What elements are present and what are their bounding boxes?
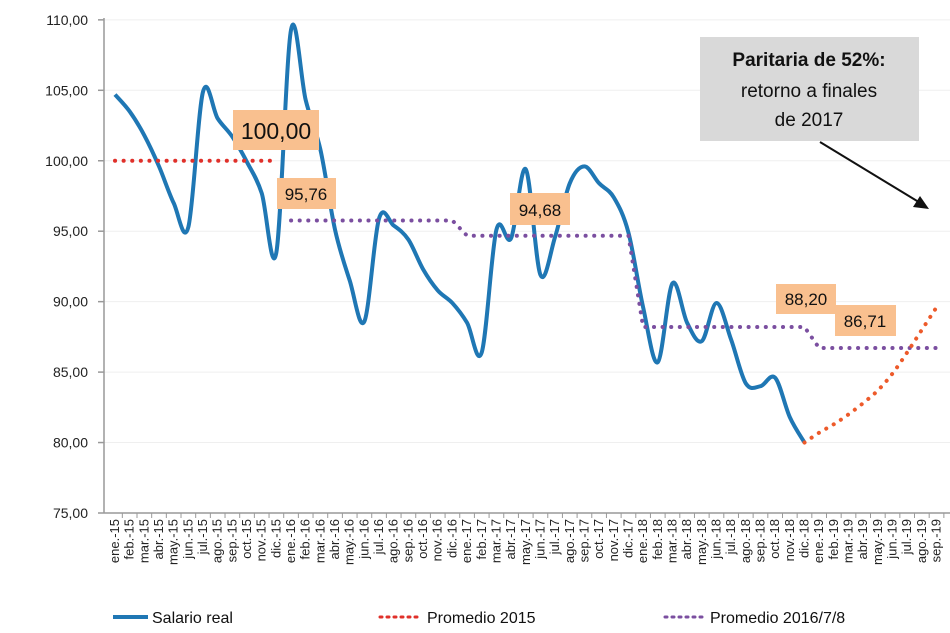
data-label-95-76: 95,76	[277, 178, 336, 209]
x-tick-label: oct.-17	[591, 519, 606, 559]
x-tick-label: mar.-17	[488, 519, 503, 563]
x-tick-label: ago.-19	[914, 519, 929, 563]
data-label-88-20: 88,20	[776, 284, 836, 314]
series-line-salario-real	[113, 22, 807, 444]
y-tick-label: 75,00	[53, 505, 88, 521]
annotation-line: de 2017	[775, 110, 844, 131]
annotation-box: Paritaria de 52%: retorno a finales de 2…	[700, 37, 919, 141]
series-group	[113, 22, 939, 445]
data-label-text: 94,68	[519, 201, 562, 220]
annotation-line: retorno a finales	[741, 81, 877, 102]
x-tick-label: ene.-16	[283, 519, 298, 563]
x-tick-label: jun.-15	[180, 519, 195, 560]
x-tick-label: ene.-17	[459, 519, 474, 563]
x-tick-label: ago.-15	[210, 519, 225, 563]
data-label-text: 86,71	[844, 312, 887, 331]
x-tick-label: mar.-16	[312, 519, 327, 563]
x-tick-label: sep.-19	[929, 519, 944, 562]
y-axis: 75,00 80,00 85,00 90,00 95,00 100,00 105,00 110…	[45, 12, 105, 521]
x-tick-label: feb.-17	[474, 519, 489, 559]
x-tick-label: sep.-16	[400, 519, 415, 562]
x-tick-label: nov.-16	[430, 519, 445, 561]
x-tick-label: mar.-18	[664, 519, 679, 563]
x-tick-label: jul.-18	[723, 519, 738, 555]
x-tick-label: jun.-17	[532, 519, 547, 560]
x-tick-label: dic.-16	[444, 519, 459, 558]
x-tick-label: mar.-15	[136, 519, 151, 563]
y-tick-label: 105,00	[45, 82, 88, 98]
x-tick-label: nov.-18	[782, 519, 797, 561]
legend-item-promedio-2016-7-8: Promedio 2016/7/8	[663, 610, 845, 627]
x-tick-label: ago.-16	[386, 519, 401, 563]
legend-label: Promedio 2015	[427, 610, 536, 627]
x-tick-label: feb.-19	[826, 519, 841, 559]
y-tick-label: 90,00	[53, 294, 88, 310]
x-tick-label: ene.-15	[107, 519, 122, 563]
x-tick-label: ene.-19	[811, 519, 826, 563]
x-tick-label: jul.-17	[547, 519, 562, 555]
y-tick-label: 80,00	[53, 435, 88, 451]
x-tick-label: oct.-15	[239, 519, 254, 559]
data-label-86-71: 86,71	[835, 305, 896, 336]
x-tick-label: jul.-15	[195, 519, 210, 555]
x-tick-label: nov.-17	[606, 519, 621, 561]
x-tick-label: sep.-15	[224, 519, 239, 562]
x-tick-label: may.-16	[342, 519, 357, 565]
x-axis: ene.-15 feb.-15 mar.-15 abr.-15 may.-15 jun.-…	[104, 512, 950, 565]
legend-label: Promedio 2016/7/8	[710, 610, 845, 627]
x-tick-label: jul.-16	[371, 519, 386, 555]
x-tick-label: abr.-18	[679, 519, 694, 559]
legend: Salario real Promedio 2015 Promedio 2016…	[113, 610, 845, 627]
legend-label: Salario real	[152, 610, 233, 627]
data-label-text: 95,76	[285, 185, 328, 204]
x-tick-label: abr.-16	[327, 519, 342, 559]
legend-item-promedio-2015: Promedio 2015	[378, 610, 536, 627]
x-tick-label: abr.-15	[151, 519, 166, 559]
x-tick-label: abr.-17	[503, 519, 518, 559]
data-label-100: 100,00	[233, 110, 319, 150]
x-tick-label: sep.-18	[752, 519, 767, 562]
x-tick-label: oct.-18	[767, 519, 782, 559]
y-tick-label: 110,00	[46, 12, 88, 28]
x-tick-label: jul.-19	[899, 519, 914, 555]
x-tick-label: jun.-18	[708, 519, 723, 560]
x-tick-label: abr.-19	[855, 519, 870, 559]
x-tick-label: jun.-16	[356, 519, 371, 560]
x-tick-label: dic.-17	[620, 519, 635, 558]
legend-item-salario-real: Salario real	[113, 610, 233, 627]
x-tick-label: ago.-18	[738, 519, 753, 563]
x-tick-label: ene.-18	[635, 519, 650, 563]
data-label-text: 88,20	[785, 290, 828, 309]
x-tick-label: feb.-16	[298, 519, 313, 559]
x-tick-label: mar.-19	[841, 519, 856, 563]
x-tick-label: feb.-15	[122, 519, 137, 559]
x-tick-label: may.-18	[694, 519, 709, 565]
data-label-94-68: 94,68	[510, 193, 570, 225]
annotation-arrow	[819, 141, 929, 209]
x-tick-label: feb.-18	[650, 519, 665, 559]
annotation-title: Paritaria de 52%:	[732, 50, 885, 71]
x-tick-label: jun.-19	[885, 519, 900, 560]
x-tick-label: ago.-17	[562, 519, 577, 563]
y-tick-label: 95,00	[53, 223, 88, 239]
x-tick-label: nov.-15	[254, 519, 269, 561]
x-tick-label: dic.-15	[268, 519, 283, 558]
y-tick-label: 85,00	[53, 364, 88, 380]
series-line-projection	[802, 305, 939, 445]
x-tick-label: oct.-16	[415, 519, 430, 559]
x-tick-label: may.-19	[870, 519, 885, 565]
x-tick-label: dic.-18	[796, 519, 811, 558]
x-tick-label: may.-15	[166, 519, 181, 565]
x-tick-label: may.-17	[518, 519, 533, 565]
x-tick-label: sep.-17	[576, 519, 591, 562]
y-tick-label: 100,00	[45, 153, 88, 169]
data-label-text: 100,00	[241, 118, 311, 144]
